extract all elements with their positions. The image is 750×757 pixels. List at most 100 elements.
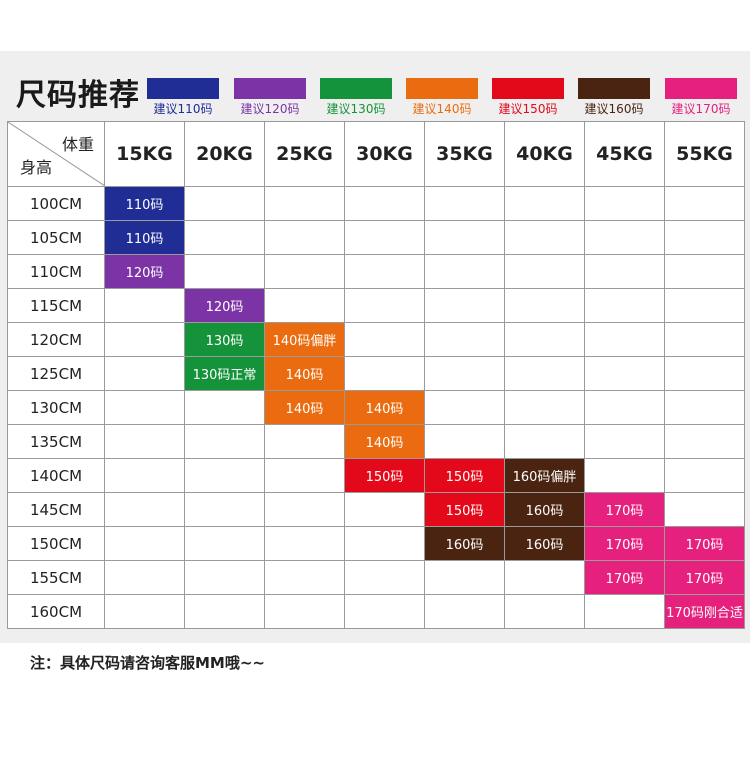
- empty-cell: [264, 220, 345, 255]
- empty-cell: [424, 356, 505, 391]
- empty-cell: [504, 288, 585, 323]
- empty-cell: [424, 390, 505, 425]
- size-recommendation-cell: 140码: [264, 356, 345, 391]
- size-recommendation-cell: 110码: [104, 186, 185, 221]
- empty-cell: [104, 594, 185, 629]
- empty-cell: [184, 424, 265, 459]
- empty-cell: [424, 560, 505, 595]
- height-label: 155CM: [7, 560, 105, 595]
- size-recommendation-cell: 110码: [104, 220, 185, 255]
- weight-header: 55KG: [664, 121, 745, 187]
- empty-cell: [424, 288, 505, 323]
- size-recommendation-cell: 170码: [584, 492, 665, 527]
- size-recommendation-cell: 140码: [264, 390, 345, 425]
- diagonal-divider: [8, 122, 104, 186]
- empty-cell: [104, 322, 185, 357]
- table-row: 145CM 150码 160码 170码: [7, 492, 745, 527]
- size-recommendation-cell: 140码偏胖: [264, 322, 345, 357]
- legend-swatch: [492, 78, 564, 99]
- empty-cell: [424, 220, 505, 255]
- table-row: 155CM 170码 170码: [7, 560, 745, 595]
- empty-cell: [504, 594, 585, 629]
- empty-cell: [504, 186, 585, 221]
- size-recommendation-cell: 160码: [504, 526, 585, 561]
- height-label: 115CM: [7, 288, 105, 323]
- empty-cell: [664, 322, 745, 357]
- table-row: 135CM 140码: [7, 424, 745, 459]
- empty-cell: [664, 390, 745, 425]
- empty-cell: [584, 390, 665, 425]
- empty-cell: [504, 424, 585, 459]
- empty-cell: [584, 458, 665, 493]
- weight-header: 15KG: [104, 121, 185, 187]
- weight-header: 45KG: [584, 121, 665, 187]
- empty-cell: [664, 356, 745, 391]
- legend-label: 建议130码: [326, 102, 386, 116]
- size-recommendation-cell: 150码: [344, 458, 425, 493]
- empty-cell: [264, 186, 345, 221]
- height-label: 125CM: [7, 356, 105, 391]
- empty-cell: [344, 560, 425, 595]
- legend-label: 建议170码: [671, 102, 731, 116]
- empty-cell: [264, 492, 345, 527]
- empty-cell: [504, 220, 585, 255]
- empty-cell: [344, 526, 425, 561]
- size-recommendation-cell: 160码: [504, 492, 585, 527]
- weight-header: 30KG: [344, 121, 425, 187]
- empty-cell: [104, 356, 185, 391]
- table-row: 160CM 170码刚合适: [7, 594, 745, 629]
- empty-cell: [184, 458, 265, 493]
- legend-item: 建议110码: [147, 78, 219, 120]
- legend-label: 建议120码: [240, 102, 300, 116]
- empty-cell: [504, 390, 585, 425]
- weight-axis-label: 体重: [61, 135, 94, 154]
- size-recommendation-cell: 170码: [584, 526, 665, 561]
- height-label: 110CM: [7, 254, 105, 289]
- footnote: 注：具体尺码请咨询客服MM哦~~: [30, 654, 265, 672]
- empty-cell: [344, 220, 425, 255]
- table-row: 105CM 110码: [7, 220, 745, 255]
- legend-item: 建议130码: [320, 78, 392, 120]
- legend-swatch: [665, 78, 737, 99]
- height-label: 140CM: [7, 458, 105, 493]
- empty-cell: [184, 492, 265, 527]
- empty-cell: [264, 424, 345, 459]
- empty-cell: [664, 492, 745, 527]
- empty-cell: [104, 492, 185, 527]
- size-recommendation-cell: 170码: [584, 560, 665, 595]
- weight-header: 20KG: [184, 121, 265, 187]
- height-axis-label: 身高: [20, 158, 53, 177]
- legend-swatch: [406, 78, 478, 99]
- empty-cell: [264, 254, 345, 289]
- size-recommendation-cell: 140码: [344, 390, 425, 425]
- legend-swatch: [578, 78, 650, 99]
- empty-cell: [344, 288, 425, 323]
- empty-cell: [104, 288, 185, 323]
- empty-cell: [184, 186, 265, 221]
- size-recommendation-cell: 150码: [424, 458, 505, 493]
- legend-item: 建议150码: [492, 78, 564, 120]
- table-row: 115CM 120码: [7, 288, 745, 323]
- size-recommendation-cell: 160码偏胖: [504, 458, 585, 493]
- size-recommendation-cell: 120码: [104, 254, 185, 289]
- legend-swatch: [234, 78, 306, 99]
- empty-cell: [104, 458, 185, 493]
- empty-cell: [104, 390, 185, 425]
- table-row: 100CM 110码: [7, 186, 745, 221]
- size-recommendation-cell: 160码: [424, 526, 505, 561]
- weight-header-row: 体重 身高 15KG 20KG 25KG 30KG 35KG 40KG 45KG 55KG: [7, 121, 745, 187]
- weight-header: 40KG: [504, 121, 585, 187]
- empty-cell: [584, 254, 665, 289]
- table-row: 125CM 130码正常 140码: [7, 356, 745, 391]
- legend-label: 建议140码: [412, 102, 472, 116]
- empty-cell: [104, 526, 185, 561]
- empty-cell: [664, 424, 745, 459]
- empty-cell: [584, 594, 665, 629]
- legend-label: 建议110码: [153, 102, 213, 116]
- legend-swatch: [320, 78, 392, 99]
- empty-cell: [344, 492, 425, 527]
- empty-cell: [424, 594, 505, 629]
- legend-item: 建议160码: [578, 78, 650, 120]
- height-label: 105CM: [7, 220, 105, 255]
- empty-cell: [264, 458, 345, 493]
